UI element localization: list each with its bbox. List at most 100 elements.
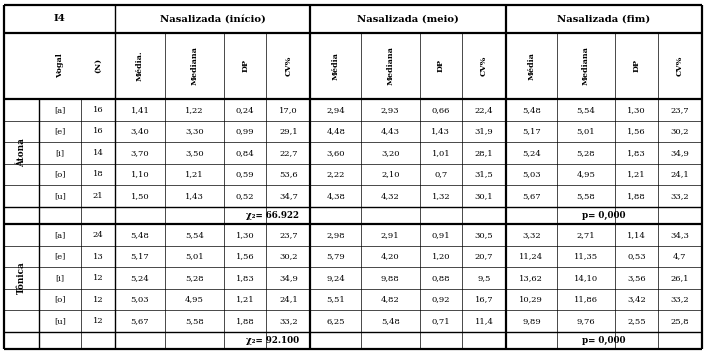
Bar [81, 99, 114, 121]
Text: 24,1: 24,1 [671, 170, 689, 179]
Bar [39, 121, 81, 142]
Bar [615, 224, 658, 246]
Text: [e]: [e] [54, 127, 66, 136]
Text: 2,22: 2,22 [326, 170, 345, 179]
Bar [165, 267, 224, 289]
Bar [114, 267, 165, 289]
Bar [114, 142, 165, 164]
Bar [81, 164, 114, 185]
Text: 2,55: 2,55 [627, 317, 646, 325]
Bar [266, 224, 311, 246]
Bar [311, 310, 361, 332]
Bar [114, 99, 165, 121]
Bar [224, 121, 266, 142]
Bar [39, 289, 81, 310]
Bar [462, 267, 506, 289]
Bar [39, 99, 81, 121]
Bar [419, 224, 462, 246]
Text: χ₂= 66.922: χ₂= 66.922 [246, 211, 299, 220]
Bar [266, 267, 311, 289]
Bar [419, 267, 462, 289]
Bar [556, 289, 615, 310]
Bar [114, 224, 165, 246]
Text: 3,56: 3,56 [627, 274, 646, 282]
Bar [39, 185, 81, 207]
Text: 2,71: 2,71 [577, 231, 595, 239]
Text: 2,93: 2,93 [381, 106, 400, 114]
Bar [462, 142, 506, 164]
Bar [39, 164, 81, 185]
Bar [311, 142, 361, 164]
Text: CV%: CV% [480, 56, 488, 76]
Bar [556, 99, 615, 121]
Text: 0,53: 0,53 [627, 253, 646, 261]
Text: [o]: [o] [54, 170, 66, 179]
Text: 5,51: 5,51 [326, 295, 345, 304]
Text: 12: 12 [92, 274, 103, 282]
Bar [39, 207, 506, 224]
Bar [361, 121, 419, 142]
Text: 16,7: 16,7 [475, 295, 493, 304]
Bar [506, 185, 556, 207]
Text: 4,32: 4,32 [381, 192, 400, 200]
Text: 5,01: 5,01 [577, 127, 595, 136]
Bar [506, 246, 556, 267]
Bar [165, 224, 224, 246]
Bar [311, 121, 361, 142]
Bar [658, 99, 702, 121]
Bar [311, 185, 361, 207]
Bar [462, 185, 506, 207]
Text: [u]: [u] [54, 317, 66, 325]
Text: 30,2: 30,2 [671, 127, 689, 136]
Bar [506, 99, 556, 121]
Text: 12: 12 [92, 295, 103, 304]
Text: 22,7: 22,7 [279, 149, 298, 157]
Text: [u]: [u] [54, 192, 66, 200]
Text: 3,42: 3,42 [627, 295, 646, 304]
Text: [e]: [e] [54, 253, 66, 261]
Text: Nasalizada (início): Nasalizada (início) [160, 14, 265, 24]
Bar [224, 164, 266, 185]
Text: Média: Média [332, 52, 340, 80]
Text: Média.: Média. [136, 50, 144, 81]
Bar [266, 289, 311, 310]
Bar [39, 224, 81, 246]
Text: 5,54: 5,54 [185, 231, 204, 239]
Text: 1,30: 1,30 [627, 106, 646, 114]
Text: 13,62: 13,62 [520, 274, 544, 282]
Text: [a]: [a] [54, 106, 66, 114]
Text: 1,56: 1,56 [236, 253, 254, 261]
Bar [4, 224, 39, 332]
Text: 4,38: 4,38 [326, 192, 345, 200]
Bar [311, 267, 361, 289]
Bar [419, 185, 462, 207]
Text: 4,7: 4,7 [673, 253, 686, 261]
Bar [266, 310, 311, 332]
Bar [462, 310, 506, 332]
Bar [506, 267, 556, 289]
Bar [506, 33, 556, 99]
Text: 3,60: 3,60 [326, 149, 345, 157]
Text: 0,99: 0,99 [236, 127, 254, 136]
Text: [a]: [a] [54, 231, 66, 239]
Bar [39, 310, 81, 332]
Text: 6,25: 6,25 [326, 317, 345, 325]
Text: 0,91: 0,91 [431, 231, 450, 239]
Text: 3,20: 3,20 [381, 149, 400, 157]
Text: 17,0: 17,0 [279, 106, 298, 114]
Text: 5,17: 5,17 [522, 127, 541, 136]
Bar [4, 99, 39, 207]
Text: 13: 13 [92, 253, 104, 261]
Text: 5,01: 5,01 [185, 253, 204, 261]
Text: 24,1: 24,1 [279, 295, 298, 304]
Text: 34,7: 34,7 [279, 192, 298, 200]
Text: 14,10: 14,10 [574, 274, 598, 282]
Text: 12: 12 [92, 317, 103, 325]
Text: 1,83: 1,83 [627, 149, 646, 157]
Bar [311, 224, 361, 246]
Text: 9,89: 9,89 [522, 317, 541, 325]
Bar [556, 267, 615, 289]
Bar [462, 33, 506, 99]
Bar [114, 33, 165, 99]
Bar [39, 142, 81, 164]
